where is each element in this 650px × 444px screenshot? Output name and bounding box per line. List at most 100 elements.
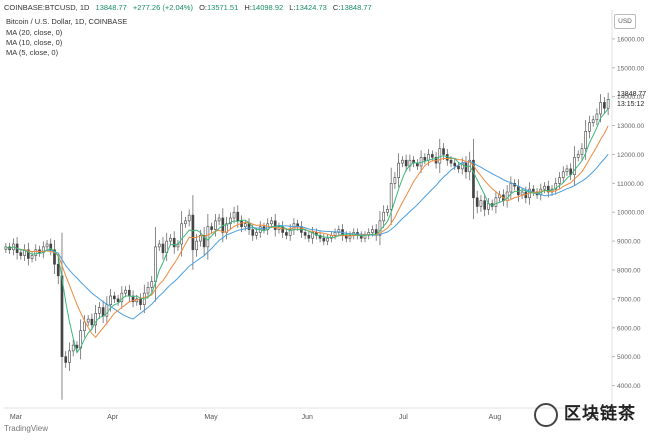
- candle-up: [30, 255, 34, 259]
- symbol-label: COINBASE:BTCUSD, 1D: [4, 3, 90, 12]
- candle-down: [322, 237, 326, 242]
- candle-up: [595, 113, 599, 121]
- candle-down: [131, 295, 135, 303]
- wechat-icon: [534, 402, 558, 427]
- y-tick-label: 6000.00: [617, 325, 641, 332]
- candle-up: [588, 122, 591, 132]
- candle-up: [554, 183, 558, 190]
- candle-up: [494, 197, 498, 207]
- open-value: 13571.51: [206, 3, 239, 12]
- brand-text: 区块链茶: [564, 404, 636, 423]
- candle-down: [56, 263, 60, 277]
- candle-up: [228, 217, 232, 225]
- ma10-line: [5, 125, 609, 339]
- candle-down: [303, 232, 307, 236]
- y-tick-label: 7000.00: [617, 296, 641, 303]
- candle-up: [288, 229, 292, 236]
- candle-up: [333, 232, 337, 236]
- candle-up: [580, 148, 584, 155]
- y-tick-label: 5000.00: [617, 354, 641, 361]
- high-value: 14098.92: [251, 3, 284, 12]
- candle-up: [154, 246, 157, 282]
- candle-up: [243, 223, 247, 227]
- candle-up: [386, 209, 389, 213]
- candle-down: [19, 252, 23, 256]
- candle-up: [561, 171, 565, 178]
- high-label: H:: [244, 3, 252, 12]
- candle-up: [150, 281, 154, 288]
- candle-down: [75, 344, 79, 349]
- y-tick-label: 15000.00: [617, 65, 644, 72]
- candle-up: [584, 131, 588, 149]
- x-tick-label: Mar: [10, 414, 23, 421]
- y-tick-label: 12000.00: [617, 152, 644, 159]
- candle-down: [251, 229, 255, 236]
- candle-down: [453, 162, 457, 167]
- candle-up: [68, 350, 71, 363]
- candle-up: [419, 157, 423, 167]
- candle-down: [64, 356, 68, 363]
- candle-up: [348, 235, 352, 239]
- candle-up: [217, 217, 221, 222]
- candle-up: [427, 154, 430, 161]
- candle-up: [120, 292, 124, 303]
- candle-up: [169, 237, 172, 242]
- candle-down: [53, 249, 56, 265]
- currency-button[interactable]: USD: [614, 14, 636, 29]
- candle-down: [483, 200, 487, 210]
- candle-down: [49, 243, 53, 251]
- candle-up: [45, 243, 49, 248]
- close-value: 13848.77: [340, 3, 372, 12]
- candle-up: [401, 159, 404, 164]
- candle-down: [26, 249, 30, 259]
- candle-down: [475, 197, 479, 207]
- x-tick-label: Aug: [489, 414, 502, 421]
- candle-up: [382, 211, 386, 222]
- candle-up: [180, 223, 184, 245]
- candle-down: [423, 157, 427, 161]
- candle-down: [449, 159, 453, 164]
- candle-up: [565, 168, 569, 173]
- candle-down: [307, 235, 311, 239]
- candle-down: [127, 289, 131, 297]
- y-tick-label: 13000.00: [617, 123, 644, 130]
- candle-down: [404, 159, 408, 167]
- ma5-line: [5, 108, 609, 354]
- candle-down: [116, 298, 120, 303]
- indicator-ma20[interactable]: MA (20, close, 0): [6, 28, 63, 37]
- candle-up: [98, 307, 101, 314]
- y-tick-label: 16000.00: [617, 36, 644, 43]
- candle-up: [187, 214, 191, 222]
- y-tick-label: 14000.00: [617, 94, 644, 101]
- candle-down: [318, 235, 322, 239]
- x-tick-label: Apr: [107, 414, 119, 421]
- indicator-ma10[interactable]: MA (10, close, 0): [6, 38, 63, 47]
- x-tick-label: Sep: [586, 414, 599, 421]
- candle-up: [311, 232, 314, 239]
- candle-up: [83, 321, 86, 331]
- candle-up: [232, 211, 236, 219]
- candle-up: [599, 102, 602, 115]
- indicator-main[interactable]: Bitcoin / U.S. Dollar, 1D, COINBASE: [6, 17, 128, 26]
- brand-logo: 区块链茶: [534, 399, 636, 427]
- candle-up: [255, 232, 258, 236]
- ma20-line: [5, 153, 609, 320]
- candle-up: [157, 243, 161, 248]
- candle-up: [558, 177, 561, 184]
- candle-up: [509, 183, 513, 193]
- candle-up: [206, 226, 210, 248]
- candle-up: [94, 313, 97, 326]
- candle-up: [86, 318, 90, 323]
- candle-down: [202, 235, 206, 248]
- low-label: L:: [289, 3, 296, 12]
- last-price-tag: 13848.77: [617, 91, 647, 98]
- candle-up: [146, 287, 150, 294]
- indicator-ma5[interactable]: MA (5, close, 0): [6, 48, 59, 57]
- candle-up: [34, 249, 38, 256]
- y-tick-label: 8000.00: [617, 268, 641, 275]
- candle-up: [576, 154, 580, 158]
- candle-down: [262, 226, 266, 230]
- candle-up: [184, 220, 187, 225]
